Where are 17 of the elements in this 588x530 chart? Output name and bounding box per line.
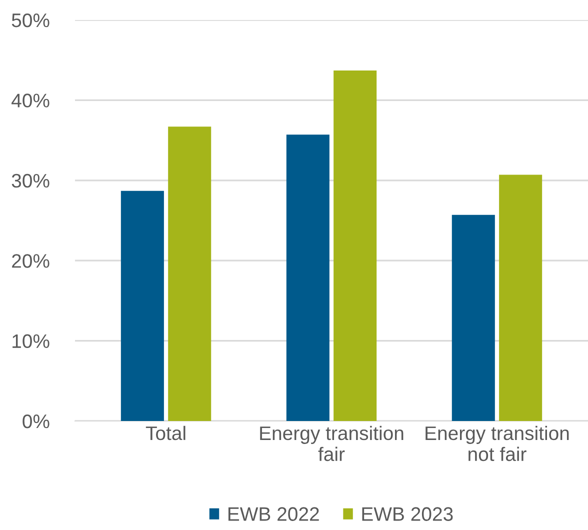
legend-label: EWB 2023 (362, 507, 453, 521)
y-tick-label: 20% (12, 254, 50, 268)
x-tick-label: Total (146, 426, 186, 440)
bar (286, 134, 330, 421)
y-tick-label: 30% (12, 174, 50, 188)
bar (499, 174, 542, 421)
bar (452, 214, 495, 421)
bar (168, 126, 212, 421)
x-tick-label: Energy transition fair (260, 426, 404, 462)
y-tick-label: 10% (12, 334, 50, 348)
y-tick-label: 40% (12, 94, 50, 108)
bar (120, 190, 164, 421)
y-tick-label: 0% (22, 414, 50, 428)
x-tick-label: Energy transition not fair (426, 426, 569, 462)
y-tick-label: 50% (12, 13, 50, 28)
legend-label: EWB 2022 (228, 507, 319, 521)
bar (334, 70, 377, 421)
